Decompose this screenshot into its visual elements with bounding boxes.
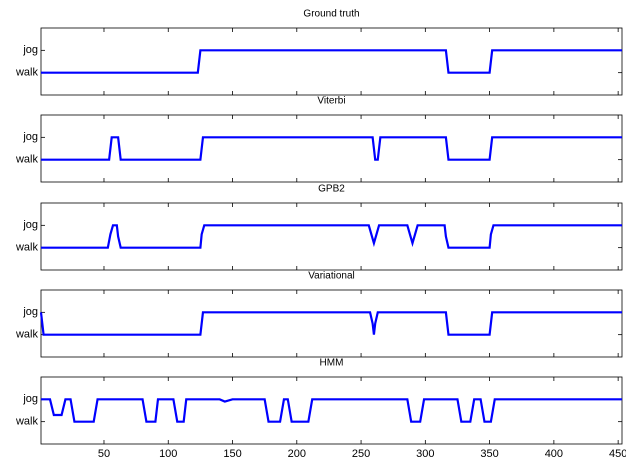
subplot-title: HMM xyxy=(320,358,344,369)
x-tick-label: 250 xyxy=(352,448,370,460)
data-line xyxy=(41,398,622,423)
data-line xyxy=(41,49,622,74)
x-tick-label: 400 xyxy=(545,448,563,460)
plot-frame xyxy=(40,376,623,445)
x-tick-label: 50 xyxy=(98,448,110,460)
y-tick-label: walk xyxy=(15,329,39,341)
data-line xyxy=(41,224,622,249)
x-tick-label: 350 xyxy=(480,448,498,460)
subplot-title: Viterbi xyxy=(317,96,345,107)
y-tick-label: walk xyxy=(15,67,39,79)
y-tick-label: walk xyxy=(15,154,39,166)
y-tick-label: walk xyxy=(15,416,39,428)
data-line xyxy=(39,311,622,336)
y-tick-label: jog xyxy=(22,393,38,405)
y-tick-label: jog xyxy=(22,44,38,56)
x-tick-label: 200 xyxy=(288,448,306,460)
subplot-title: Variational xyxy=(308,271,355,282)
x-tick-label: 150 xyxy=(223,448,241,460)
y-tick-label: jog xyxy=(22,219,38,231)
subplot-title: Ground truth xyxy=(303,9,359,20)
x-tick-label: 450 xyxy=(609,448,626,460)
y-tick-label: jog xyxy=(22,306,38,318)
x-tick-label: 100 xyxy=(159,448,177,460)
y-tick-label: walk xyxy=(15,242,39,254)
plot-frame xyxy=(40,114,623,183)
plot-frame xyxy=(40,27,623,96)
data-line xyxy=(41,136,622,161)
plot-frame xyxy=(40,289,623,358)
x-tick-label: 300 xyxy=(416,448,434,460)
y-tick-label: jog xyxy=(22,131,38,143)
subplot-title: GPB2 xyxy=(318,184,345,195)
plot-frame xyxy=(40,202,623,271)
